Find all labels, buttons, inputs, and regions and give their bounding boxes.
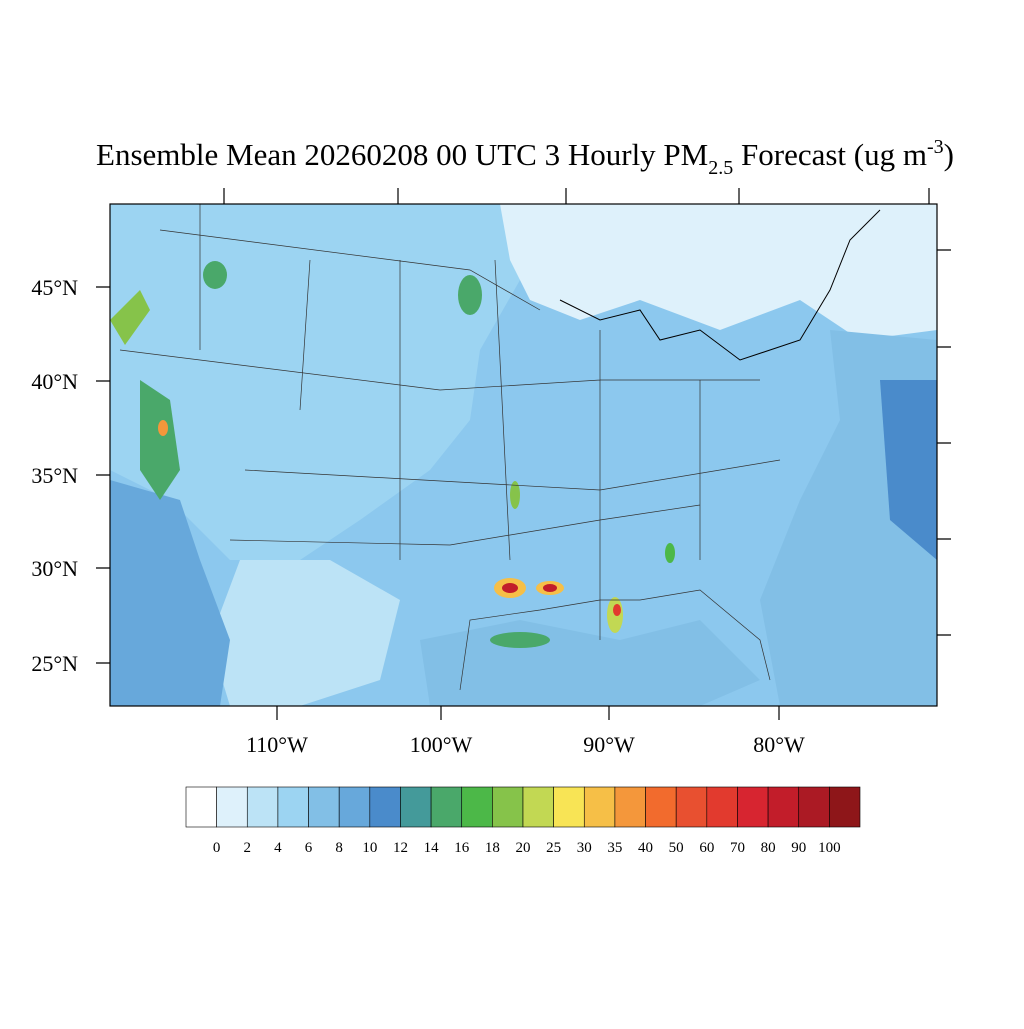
colorbar-box (583, 786, 616, 828)
colorbar-box (522, 786, 554, 828)
colorbar-label: 12 (393, 840, 408, 856)
colorbar-label: 100 (818, 840, 841, 856)
title: Ensemble Mean 20260208 00 UTC 3 Hourly P… (96, 136, 954, 179)
colorbar-box (829, 786, 861, 828)
colorbar-box (338, 786, 371, 828)
colorbar-box (246, 786, 279, 828)
lon-label: 80°W (753, 732, 805, 757)
colorbar-box (614, 786, 646, 828)
colorbar-label: 10 (362, 840, 377, 856)
colorbar-box (798, 786, 830, 828)
colorbar-box (430, 786, 463, 828)
colorbar-label: 6 (305, 840, 313, 856)
lon-label: 90°W (583, 732, 635, 757)
colorbar-label: 2 (244, 840, 252, 856)
colorbar-box (461, 786, 493, 828)
axis-labels: 45°N 40°N 35°N 30°N 25°N 110°W 100°W 90°W 80°W (31, 275, 805, 757)
colorbar-box (553, 786, 585, 828)
lat-label: 40°N (31, 369, 78, 394)
colorbar-box (277, 786, 309, 828)
colorbar-label: 70 (730, 840, 745, 856)
axis-ticks (96, 188, 951, 720)
colorbar-label: 35 (607, 840, 622, 856)
colorbar-box (492, 786, 524, 828)
colorbar-label: 20 (516, 840, 531, 856)
colorbar-label: 16 (454, 840, 470, 856)
title-sup: -3 (927, 136, 944, 158)
lat-label: 30°N (31, 556, 78, 581)
title-main: Ensemble Mean 20260208 00 UTC 3 Hourly P… (96, 137, 708, 172)
colorbar-box (645, 786, 677, 828)
colorbar-label: 60 (699, 840, 714, 856)
colorbar-label: 14 (424, 840, 440, 856)
title-end: ) (944, 137, 954, 172)
colorbar: 0 2 4 6 8 10 12 14 16 18 20 25 30 35 40 50 60 70 80 90 100 (185, 786, 861, 856)
colorbar-box (675, 786, 708, 828)
colorbar-label: 4 (274, 840, 282, 856)
lat-label: 45°N (31, 275, 78, 300)
colorbar-label: 0 (213, 840, 221, 856)
colorbar-label: 25 (546, 840, 561, 856)
colorbar-box (308, 786, 340, 828)
colorbar-box (216, 786, 248, 828)
colorbar-box (767, 786, 800, 828)
lat-label: 25°N (31, 651, 78, 676)
pm25-field (110, 204, 937, 706)
map-frame (109, 203, 938, 707)
lon-label: 100°W (410, 732, 473, 757)
colorbar-label: 40 (638, 840, 653, 856)
colorbar-label: 50 (669, 840, 684, 856)
title-sub: 2.5 (708, 157, 733, 179)
colorbar-box (185, 786, 217, 828)
colorbar-box (400, 786, 432, 828)
colorbar-label: 90 (791, 840, 806, 856)
lat-label: 35°N (31, 463, 78, 488)
lon-label: 110°W (246, 732, 308, 757)
colorbar-label: 80 (761, 840, 776, 856)
colorbar-label: 8 (335, 840, 343, 856)
title-middle: Forecast (ug m (733, 137, 927, 172)
colorbar-box (369, 786, 401, 828)
colorbar-label: 18 (485, 840, 500, 856)
colorbar-box (706, 786, 738, 828)
colorbar-box (737, 786, 769, 828)
colorbar-label: 30 (577, 840, 592, 856)
